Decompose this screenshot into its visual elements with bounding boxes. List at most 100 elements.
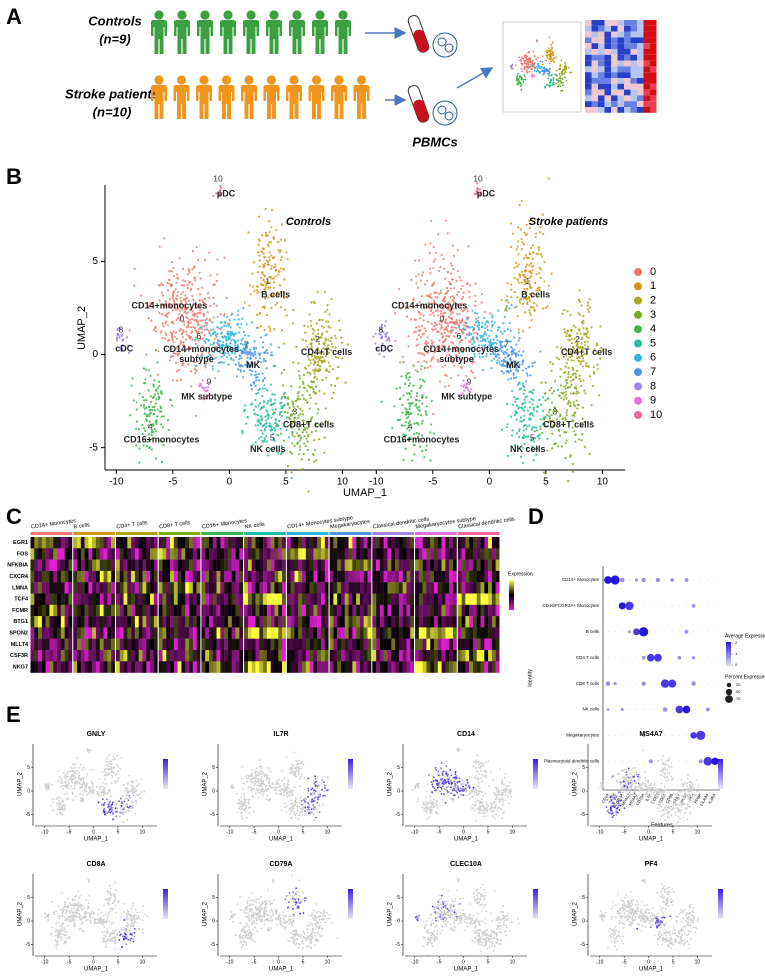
heat-cell (282, 627, 286, 639)
umap-point (273, 266, 275, 268)
umap-point (266, 367, 268, 369)
umap-point (492, 338, 494, 340)
umap-point (129, 330, 131, 332)
umap-point (532, 392, 534, 394)
heat-cell (146, 594, 150, 606)
heat-cell (220, 582, 224, 594)
heat-cell (34, 548, 38, 560)
heat-cell (85, 537, 89, 549)
umap-point (475, 321, 477, 323)
umap-point (415, 345, 417, 347)
heat-cell (352, 627, 356, 639)
umap-point (210, 334, 212, 336)
umap-point (521, 407, 523, 409)
heat-cell (217, 650, 221, 662)
heat-cell (380, 616, 384, 628)
heat-cell (352, 661, 356, 673)
heat-cell (174, 616, 178, 628)
heat-cell (104, 661, 108, 673)
thumb-cell (585, 78, 592, 84)
umap-point (273, 427, 275, 429)
umap-point (274, 429, 276, 431)
umap-point (265, 360, 267, 362)
umap-point (150, 395, 152, 397)
heat-cell (341, 627, 345, 639)
umap-point (312, 333, 314, 335)
umap-point (525, 266, 527, 268)
umap-point (529, 312, 531, 314)
umap-point (567, 376, 569, 378)
patient-person (174, 75, 190, 119)
heat-cell (154, 594, 158, 606)
umap-point (453, 321, 455, 323)
heat-cell (127, 639, 131, 651)
heat-cell (364, 605, 368, 617)
heat-cell (127, 548, 131, 560)
heat-cell (111, 571, 115, 583)
umap-point (573, 360, 575, 362)
umap-point (242, 351, 244, 353)
heat-cell (248, 548, 252, 560)
umap-point (474, 295, 476, 297)
umap-point (529, 417, 531, 419)
thumb-point (553, 79, 555, 81)
umap-point (299, 378, 301, 380)
heat-cell (391, 627, 395, 639)
umap-point (234, 318, 236, 320)
heat-cell (174, 582, 178, 594)
umap-point (589, 298, 591, 300)
umap-point (287, 465, 289, 467)
umap-point (418, 259, 420, 261)
umap-point (262, 253, 264, 255)
umap-point (570, 359, 572, 361)
heat-cell (345, 639, 349, 651)
thumb-point (536, 39, 538, 41)
umap-point (185, 339, 187, 341)
heat-cell (131, 627, 135, 639)
umap-point (259, 265, 261, 267)
heat-cell (178, 571, 182, 583)
umap-point (225, 338, 227, 340)
heat-cell (189, 661, 193, 673)
cluster-id: 4 (148, 421, 153, 431)
heat-cell (120, 560, 124, 572)
thumb-cell (611, 101, 618, 107)
umap-point (306, 431, 308, 433)
umap-point (172, 294, 174, 296)
umap-point (251, 388, 253, 390)
umap-point (567, 359, 569, 361)
umap-point (416, 338, 418, 340)
heat-cell (360, 627, 364, 639)
umap-point (529, 374, 531, 376)
heat-cell (154, 627, 158, 639)
heat-cell (330, 616, 334, 628)
heat-cell (306, 594, 310, 606)
thumb-point (563, 73, 565, 75)
legend-swatch (634, 354, 642, 362)
umap-point (409, 382, 411, 384)
heat-cell (267, 594, 271, 606)
heat-cell (259, 537, 263, 549)
heat-cell (256, 560, 260, 572)
umap-point (413, 423, 415, 425)
heat-cell (127, 627, 131, 639)
umap-point (539, 425, 541, 427)
umap-point (540, 253, 542, 255)
umap-point (232, 339, 234, 341)
heat-cell (111, 627, 115, 639)
control-person (312, 10, 328, 54)
umap-point (278, 420, 280, 422)
group-gap (414, 537, 415, 673)
umap-point (334, 385, 336, 387)
umap-point (215, 305, 217, 307)
umap-point (248, 304, 250, 306)
umap-point (461, 318, 463, 320)
umap-point (425, 449, 427, 451)
heat-cell (213, 616, 217, 628)
umap-point (208, 330, 210, 332)
heat-cell (88, 560, 92, 572)
thumb-point (551, 51, 553, 53)
umap-point (152, 423, 154, 425)
heat-cell (42, 594, 46, 606)
umap-point (566, 409, 568, 411)
